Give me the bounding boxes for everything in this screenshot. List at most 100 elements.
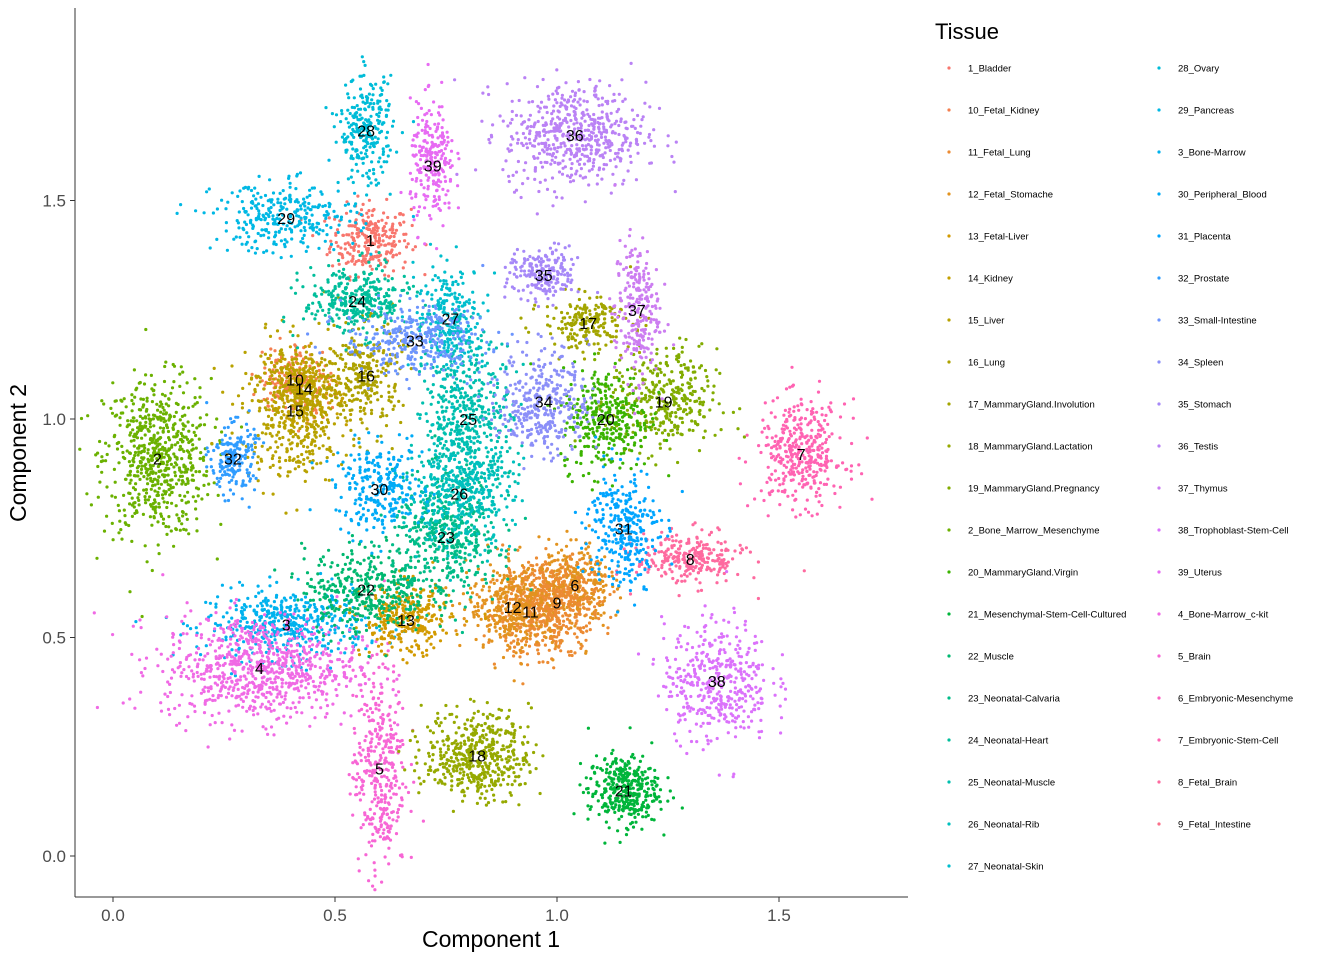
point: [138, 424, 142, 428]
point: [122, 508, 126, 512]
point: [377, 800, 381, 804]
point: [314, 698, 318, 702]
point: [221, 680, 225, 684]
point: [329, 594, 334, 598]
point: [240, 583, 245, 587]
point: [203, 685, 207, 689]
point: [148, 515, 152, 519]
point: [281, 655, 285, 659]
point: [194, 470, 198, 474]
point: [387, 633, 391, 638]
point: [78, 447, 82, 451]
point: [168, 682, 172, 687]
point: [696, 589, 700, 593]
point: [451, 615, 455, 619]
point: [305, 620, 309, 624]
point: [141, 674, 145, 678]
point: [206, 689, 211, 693]
point: [194, 446, 198, 450]
point: [430, 615, 434, 619]
point: [395, 738, 400, 743]
point: [554, 644, 558, 648]
point: [766, 465, 770, 469]
point: [757, 444, 761, 448]
cluster-points-2: [78, 327, 244, 619]
point: [130, 409, 134, 413]
point: [198, 386, 202, 390]
point: [760, 430, 764, 434]
point: [477, 595, 481, 599]
point: [493, 666, 497, 670]
point: [536, 587, 540, 591]
point: [378, 261, 383, 265]
point: [191, 464, 195, 468]
point: [267, 706, 272, 711]
point: [219, 694, 223, 698]
point: [589, 570, 594, 574]
point: [560, 548, 564, 552]
point: [216, 661, 220, 665]
point: [143, 424, 147, 428]
point: [230, 648, 234, 652]
point: [487, 629, 491, 633]
point: [393, 783, 397, 788]
point: [768, 493, 772, 497]
point: [382, 225, 386, 229]
point: [194, 507, 198, 511]
point: [383, 243, 387, 247]
point: [578, 595, 583, 599]
point: [497, 600, 501, 604]
point: [818, 434, 822, 438]
point: [865, 436, 869, 440]
point: [522, 623, 526, 627]
point: [792, 473, 797, 477]
point: [342, 671, 346, 675]
point: [541, 580, 545, 584]
point: [132, 505, 136, 509]
point: [145, 469, 149, 474]
point: [557, 585, 561, 590]
point: [306, 663, 310, 667]
point: [501, 587, 506, 591]
point: [257, 684, 261, 688]
point: [181, 622, 185, 626]
point: [820, 427, 825, 431]
point: [144, 467, 148, 471]
point: [545, 622, 549, 626]
point: [311, 643, 315, 647]
point: [297, 700, 301, 704]
point: [370, 653, 374, 658]
point: [275, 688, 279, 692]
point: [379, 243, 383, 247]
point: [272, 377, 276, 381]
point: [181, 370, 185, 374]
point: [189, 461, 193, 465]
point: [753, 497, 757, 501]
point: [806, 481, 810, 485]
point: [134, 388, 138, 392]
point: [506, 643, 510, 648]
point: [228, 737, 232, 741]
point: [570, 552, 575, 556]
point: [173, 474, 178, 478]
point: [533, 569, 537, 573]
point: [390, 634, 394, 638]
point: [207, 482, 211, 486]
point: [195, 665, 199, 669]
point: [391, 688, 395, 692]
point: [268, 584, 272, 588]
point: [156, 408, 160, 412]
point: [137, 446, 141, 450]
point: [646, 545, 650, 550]
point: [368, 774, 372, 778]
point: [220, 721, 224, 725]
point: [718, 562, 722, 566]
point: [548, 603, 552, 608]
point: [838, 415, 843, 419]
point: [763, 426, 767, 430]
point: [255, 651, 259, 655]
point: [367, 209, 371, 213]
point: [333, 217, 337, 221]
point: [184, 528, 188, 532]
point: [392, 721, 397, 725]
